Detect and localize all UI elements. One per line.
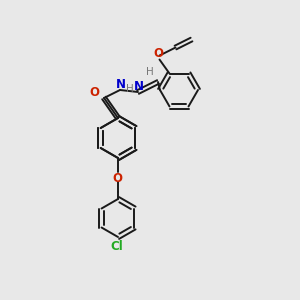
Text: N: N [116, 79, 126, 92]
Text: H: H [146, 67, 154, 77]
Text: Cl: Cl [111, 239, 123, 253]
Text: O: O [89, 86, 99, 100]
Text: O: O [154, 47, 164, 60]
Text: N: N [134, 80, 144, 94]
Text: O: O [112, 172, 122, 185]
Text: H: H [126, 84, 134, 94]
